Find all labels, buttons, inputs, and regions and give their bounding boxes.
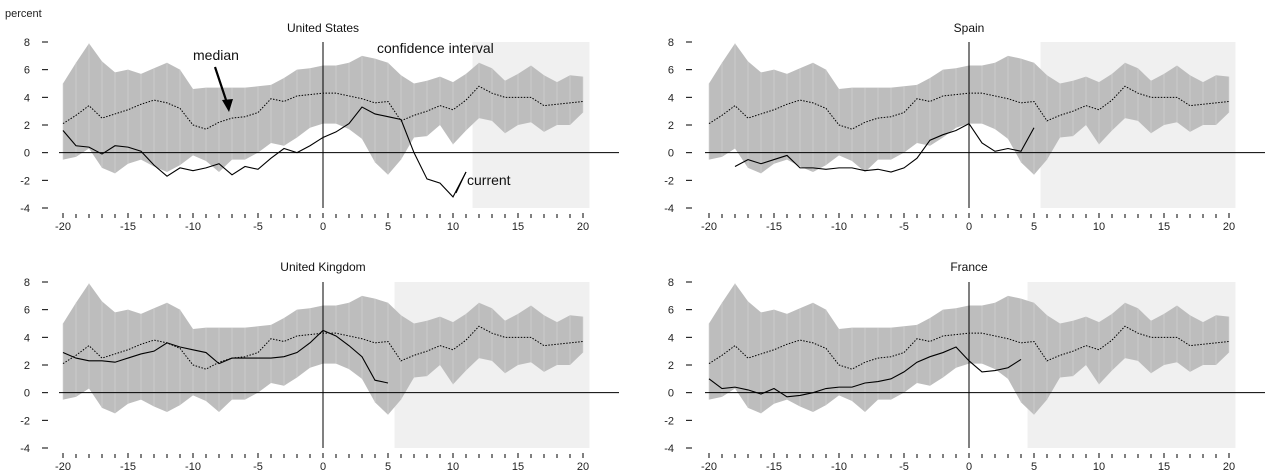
x-tick-label: -20: [701, 461, 717, 473]
current-line: [708, 346, 1022, 398]
y-tick-label: 0: [24, 388, 30, 400]
x-tick-label: 0: [320, 221, 326, 233]
median-line: [62, 325, 584, 370]
y-tick-label: 8: [668, 37, 674, 49]
x-tick-label: -15: [766, 221, 782, 233]
y-tick-label: 6: [24, 305, 30, 317]
y-tick-label: 0: [24, 148, 30, 160]
y-tick-label: -4: [664, 443, 674, 455]
x-tick-label: 15: [512, 461, 524, 473]
y-tick-label: -4: [20, 203, 30, 215]
y-tick-label: 2: [24, 360, 30, 372]
x-tick-label: -10: [831, 461, 847, 473]
y-tick-label: -2: [20, 415, 30, 427]
x-tick-label: 5: [385, 461, 391, 473]
x-tick-label: 10: [447, 461, 459, 473]
x-tick-label: -20: [55, 461, 71, 473]
x-tick-label: 0: [320, 461, 326, 473]
median-line: [708, 85, 1230, 130]
panel-title: United Kingdom: [280, 260, 365, 274]
x-tick-label: 10: [1093, 221, 1105, 233]
x-tick-label: 5: [385, 221, 391, 233]
x-tick-label: 15: [512, 221, 524, 233]
x-tick-label: -5: [253, 221, 263, 233]
x-tick-label: 20: [577, 461, 589, 473]
x-tick-label: 20: [1223, 221, 1235, 233]
y-tick-label: 0: [668, 388, 674, 400]
x-tick-label: 0: [966, 221, 972, 233]
y-tick-label: -2: [20, 175, 30, 187]
current-line: [62, 106, 467, 198]
annotation-leader: [455, 171, 467, 194]
x-tick-label: -20: [701, 221, 717, 233]
current-line: [734, 122, 1035, 173]
annotation-arrow: [213, 66, 229, 104]
y-tick-label: -4: [20, 443, 30, 455]
x-tick-label: -15: [120, 221, 136, 233]
y-tick-label: 8: [668, 277, 674, 289]
panel-title: Spain: [954, 21, 985, 35]
median-line: [708, 325, 1230, 370]
median-line: [62, 85, 584, 130]
x-tick-label: -20: [55, 221, 71, 233]
x-tick-label: 15: [1158, 461, 1170, 473]
x-tick-label: 10: [1093, 461, 1105, 473]
y-tick-label: 8: [24, 37, 30, 49]
y-tick-label: 6: [668, 305, 674, 317]
y-tick-label: 4: [668, 92, 674, 104]
y-tick-label: 6: [668, 65, 674, 77]
x-tick-label: 20: [577, 221, 589, 233]
x-tick-label: -15: [120, 461, 136, 473]
x-tick-label: -10: [185, 461, 201, 473]
y-tick-label: -4: [664, 203, 674, 215]
y-tick-label: -2: [664, 175, 674, 187]
x-tick-label: -15: [766, 461, 782, 473]
current-line: [62, 329, 389, 384]
x-tick-label: 15: [1158, 221, 1170, 233]
y-tick-label: 0: [668, 148, 674, 160]
x-tick-label: 10: [447, 221, 459, 233]
y-tick-label: 4: [24, 92, 30, 104]
panel-title: United States: [287, 21, 359, 35]
x-tick-label: -5: [253, 461, 263, 473]
y-tick-label: -2: [664, 415, 674, 427]
x-tick-label: 0: [966, 461, 972, 473]
annotation-arrowhead: [222, 99, 233, 112]
x-tick-label: -10: [831, 221, 847, 233]
x-tick-label: 5: [1031, 221, 1037, 233]
x-tick-label: 5: [1031, 461, 1037, 473]
annotation-confidence-interval: confidence interval: [377, 40, 494, 56]
annotation-current: current: [467, 172, 511, 188]
y-tick-label: 8: [24, 277, 30, 289]
panel-title: France: [950, 260, 988, 274]
x-tick-label: -5: [899, 221, 909, 233]
y-tick-label: 2: [668, 360, 674, 372]
x-tick-label: -10: [185, 221, 201, 233]
y-tick-label: 4: [668, 332, 674, 344]
x-tick-label: 20: [1223, 461, 1235, 473]
annotation-median: median: [193, 47, 239, 63]
y-tick-label: 2: [668, 120, 674, 132]
y-axis-unit-label: percent: [5, 8, 42, 20]
y-tick-label: 2: [24, 120, 30, 132]
y-tick-label: 6: [24, 65, 30, 77]
y-tick-label: 4: [24, 332, 30, 344]
x-tick-label: -5: [899, 461, 909, 473]
